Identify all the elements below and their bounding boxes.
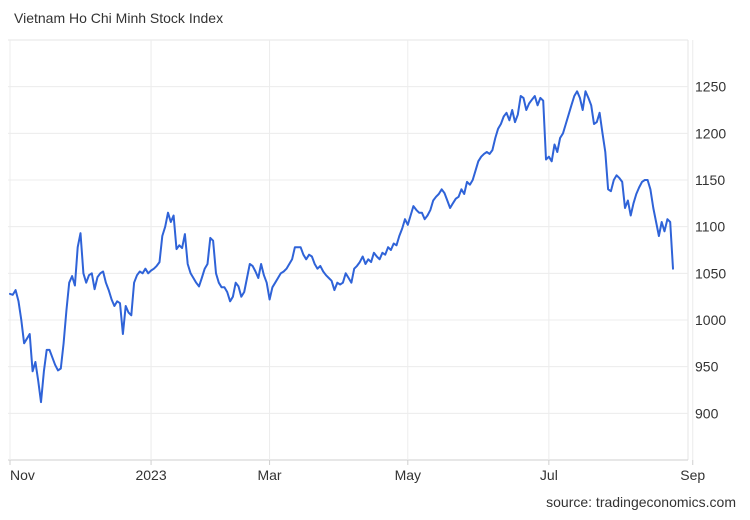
y-tick-label: 950 bbox=[695, 359, 719, 375]
x-axis-ticks: Nov 2023 Mar May Jul Sep bbox=[10, 467, 705, 483]
y-tick-label: 1150 bbox=[695, 172, 725, 188]
chart-title: Vietnam Ho Chi Minh Stock Index bbox=[14, 10, 224, 26]
y-tick-label: 1100 bbox=[695, 219, 725, 235]
y-tick-label: 1000 bbox=[695, 312, 726, 328]
source-label: source: tradingeconomics.com bbox=[546, 494, 736, 510]
y-axis-ticks: 900 950 1000 1050 1100 1150 1200 1250 bbox=[695, 79, 726, 422]
y-tick-label: 1200 bbox=[695, 125, 726, 141]
x-tick-label: 2023 bbox=[135, 467, 166, 483]
series-line bbox=[9, 90, 674, 404]
x-tick-label: May bbox=[395, 467, 421, 483]
gridlines bbox=[8, 39, 694, 465]
x-tick-label: Sep bbox=[680, 467, 705, 483]
x-tick-label: Jul bbox=[540, 467, 558, 483]
x-tick-label: Mar bbox=[257, 467, 281, 483]
y-tick-label: 1250 bbox=[695, 79, 726, 95]
x-tick-label: Nov bbox=[10, 467, 35, 483]
y-tick-label: 900 bbox=[695, 405, 719, 421]
y-tick-label: 1050 bbox=[695, 265, 726, 281]
